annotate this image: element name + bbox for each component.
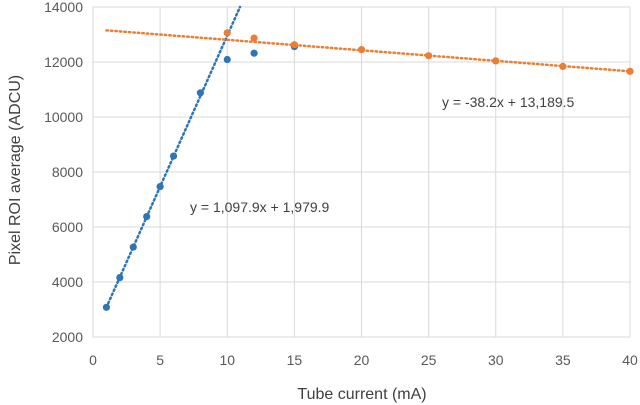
y-tick-label: 12000	[44, 54, 83, 70]
data-point-series-2	[492, 57, 500, 65]
data-points	[102, 29, 634, 311]
y-axis-title: Pixel ROI average (ADCU)	[7, 75, 24, 265]
equation-series-1: y = 1,097.9x + 1,979.9	[190, 199, 330, 215]
x-tick-label: 35	[555, 352, 571, 368]
x-tick-label: 5	[156, 352, 164, 368]
data-point-series-2	[626, 67, 634, 75]
data-point-series-1	[196, 89, 204, 97]
x-tick-label: 25	[421, 352, 437, 368]
data-point-series-1	[223, 55, 231, 64]
y-tick-labels: 2000 4000 6000 8000 10000 12000 14000	[44, 0, 83, 345]
y-tick-label: 14000	[44, 0, 83, 15]
x-axis-title: Tube current (mA)	[297, 386, 426, 403]
trendlines	[105, 5, 632, 309]
x-tick-label: 10	[219, 352, 235, 368]
data-point-series-2	[290, 41, 298, 49]
x-tick-labels: 0 5 10 15 20 25 30 35 40	[89, 352, 638, 368]
y-tick-label: 6000	[52, 219, 83, 235]
data-point-series-1	[143, 212, 151, 221]
data-point-series-2	[223, 29, 231, 37]
y-tick-label: 8000	[52, 164, 83, 180]
gridlines	[92, 6, 631, 338]
data-point-series-2	[250, 34, 258, 42]
data-point-series-1	[250, 49, 258, 57]
data-point-series-2	[559, 62, 567, 70]
data-point-series-2	[357, 46, 366, 54]
y-tick-label: 4000	[52, 274, 83, 290]
data-point-series-1	[102, 303, 111, 311]
y-tick-label: 2000	[52, 329, 83, 345]
x-tick-label: 0	[89, 352, 97, 368]
data-point-series-1	[116, 274, 124, 282]
x-tick-label: 40	[622, 352, 638, 368]
data-point-series-2	[425, 52, 433, 60]
x-tick-label: 20	[354, 352, 370, 368]
data-point-series-1	[129, 243, 137, 251]
x-tick-label: 15	[287, 352, 303, 368]
equation-series-2: y = -38.2x + 13,189.5	[442, 94, 575, 110]
data-point-series-1	[156, 182, 164, 191]
trendline-series-2	[105, 29, 632, 73]
x-tick-label: 30	[488, 352, 504, 368]
y-tick-label: 10000	[44, 109, 83, 125]
data-point-series-1	[169, 152, 178, 160]
